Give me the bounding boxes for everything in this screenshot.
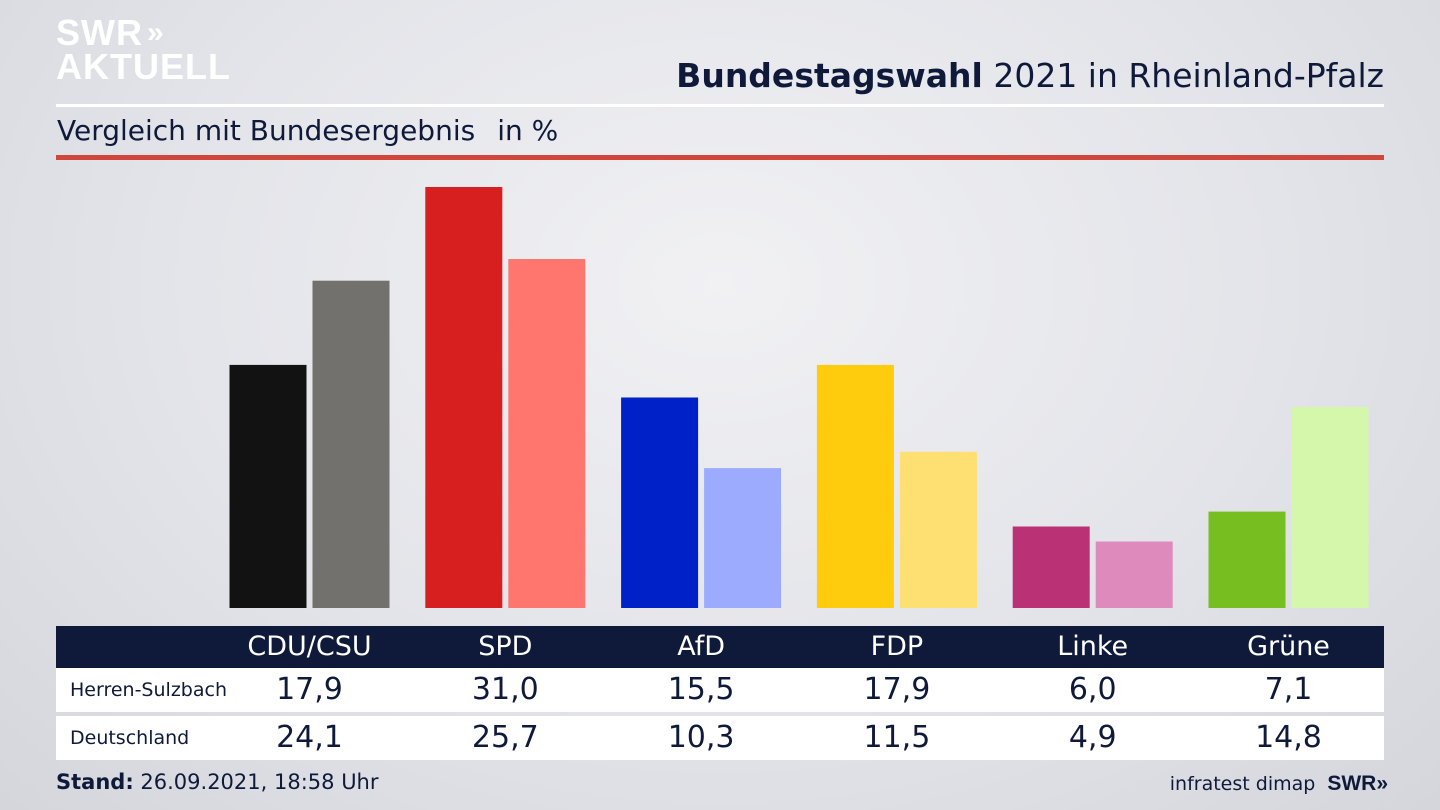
subtitle-text: Vergleich mit Bundesergebnis [57,114,476,147]
table-header: CDU/CSU SPD AfD FDP Linke Grüne [56,626,1384,668]
cell-national-cdu: 24,1 [276,720,343,755]
logo-aktuell-text: AKTUELL [56,46,231,87]
cell-local-gruene: 7,1 [1264,672,1313,707]
cell-national-spd: 25,7 [471,720,539,755]
cell-local-spd: 31,0 [471,672,539,707]
timestamp: Stand: 26.09.2021, 18:58 Uhr [56,770,379,794]
table-row-national: Deutschland 24,1 25,7 10,3 11,5 4,9 14,8 [56,716,1384,760]
title-divider [56,104,1384,107]
unit-label: in % [497,114,559,147]
brand-text: SWR [1327,772,1377,795]
bar-spd-local [425,187,503,608]
chart-subtitle: Vergleich mit Bundesergebnis in % [57,114,558,147]
bar-linke-local [1012,526,1090,608]
bar-afd-national [704,468,782,608]
bar-cdu-local [229,364,307,608]
results-table: CDU/CSU SPD AfD FDP Linke Grüne Herren-Sulzba… [56,626,1384,760]
swr-brand: SWR» [1327,772,1388,796]
logo-swr-text: SWR [56,12,143,53]
title-bold: Bundestagswahl [676,56,983,95]
bar-fdp-local [816,364,894,608]
subtitle-divider [56,155,1384,160]
title-rest: 2021 in Rheinland-Pfalz [993,56,1384,95]
cell-local-cdu: 17,9 [276,672,343,707]
cell-national-linke: 4,9 [1068,720,1117,755]
cell-local-afd: 15,5 [667,672,735,707]
category-label-afd: AfD [677,631,725,662]
category-label-fdp: FDP [870,631,924,662]
swr-aktuell-logo: SWR» AKTUELL [56,12,231,87]
bar-linke-national [1095,541,1173,608]
brand-chevrons-icon: » [1376,772,1388,795]
cell-national-fdp: 11,5 [863,720,931,755]
row-label-local: Herren-Sulzbach [70,679,227,701]
cell-local-fdp: 17,9 [863,672,931,707]
bar-gruene-local [1208,511,1286,608]
stand-value: 26.09.2021, 18:58 Uhr [140,770,379,794]
bar-gruene-national [1291,407,1369,608]
bar-afd-local [621,397,699,608]
bar-spd-national [508,259,586,608]
category-label-cdu: CDU/CSU [247,631,372,662]
row-label-national: Deutschland [70,727,190,749]
cell-local-linke: 6,0 [1068,672,1117,707]
stand-label: Stand: [56,770,134,794]
bar-cdu-national [312,280,390,608]
category-label-linke: Linke [1057,631,1129,662]
bar-fdp-national [899,451,977,608]
cell-national-afd: 10,3 [667,720,735,755]
chart-title: Bundestagswahl 2021 in Rheinland-Pfalz [676,56,1384,95]
cell-national-gruene: 14,8 [1255,720,1322,755]
category-label-spd: SPD [478,631,533,662]
table-row-local: Herren-Sulzbach 17,9 31,0 15,5 17,9 6,0 … [56,668,1384,712]
source-label: infratest dimap [1169,773,1316,795]
category-label-gruene: Grüne [1247,631,1330,662]
source-credit: infratest dimap SWR» [1169,772,1388,796]
